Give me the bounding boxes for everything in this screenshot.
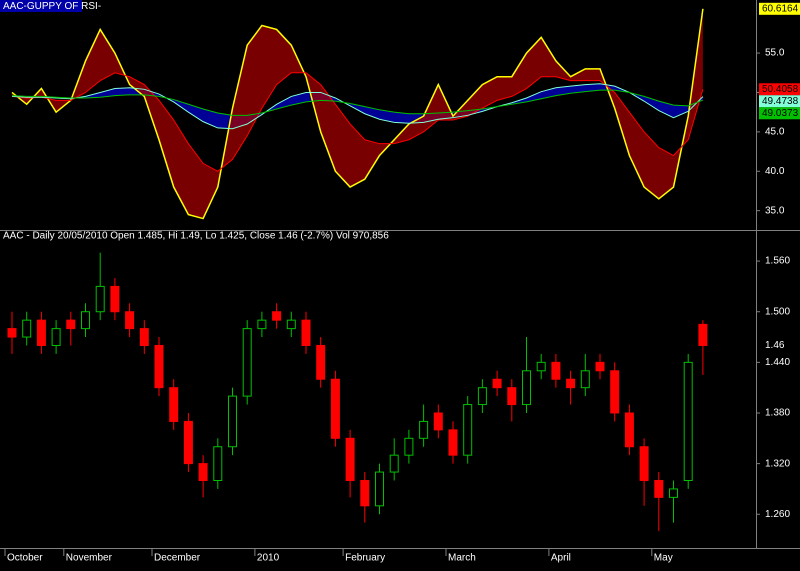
indicator-line <box>11 72 704 172</box>
indicator-title-box <box>0 0 82 12</box>
last-value-box <box>759 107 800 120</box>
y-tick-label: 55.0 <box>765 48 785 59</box>
candle-body <box>110 285 120 313</box>
candle-body <box>169 387 179 422</box>
candle-body <box>580 370 590 389</box>
candle-body <box>669 488 678 498</box>
candle-body <box>536 361 546 372</box>
y-tick-label: 1.320 <box>765 458 790 469</box>
x-tick-label: February <box>345 553 385 564</box>
x-tick-label: March <box>448 553 476 564</box>
last-value-box <box>759 95 800 108</box>
candle-body <box>389 454 399 473</box>
candle-body <box>228 395 237 448</box>
price-title: AAC - Daily 20/05/2010 Open 1.485, Hi 1.… <box>3 231 389 242</box>
candle-body <box>419 420 429 439</box>
band-fill <box>12 8 703 219</box>
candle-body <box>698 323 708 346</box>
x-tick-label: May <box>654 553 673 564</box>
candle-body <box>551 361 561 380</box>
indicator-line <box>11 8 704 220</box>
candle-body <box>95 285 105 313</box>
candle-body <box>375 471 384 507</box>
candle-body <box>492 378 502 389</box>
candle-body <box>286 319 296 330</box>
y-tick-label: 45.0 <box>765 127 785 138</box>
candle-body <box>81 311 90 330</box>
candle-body <box>301 319 311 346</box>
candle-body <box>154 344 164 389</box>
candle-body <box>595 361 605 372</box>
candle-body <box>272 311 282 321</box>
candle-body <box>683 361 693 481</box>
candle-body <box>345 437 355 481</box>
indicator-line <box>11 89 704 116</box>
x-tick-label: 2010 <box>257 553 280 564</box>
y-tick-label: 1.380 <box>765 408 790 419</box>
candle-body <box>51 328 61 346</box>
candle-body <box>360 479 370 507</box>
candle-body <box>477 387 487 406</box>
x-tick-label: November <box>66 553 113 564</box>
candle-body <box>242 328 252 397</box>
candle-body <box>183 420 193 465</box>
candle-body <box>66 319 76 330</box>
last-value-box <box>759 2 800 15</box>
band-fill <box>12 83 703 129</box>
candle-body <box>36 319 46 346</box>
candle-body <box>522 370 531 406</box>
candle-body <box>22 319 32 338</box>
y-tick-label: 1.260 <box>765 509 790 520</box>
last-value-label: 60.6164 <box>762 3 799 14</box>
last-price-label: 1.46 <box>765 340 785 351</box>
candle-body <box>213 446 223 481</box>
x-tick-label: December <box>154 553 201 564</box>
candle-body <box>330 378 340 439</box>
candle-body <box>507 387 517 406</box>
y-tick-label: 1.560 <box>765 256 790 267</box>
x-tick-label: April <box>551 553 571 564</box>
candle-body <box>463 404 473 456</box>
candle-body <box>654 479 664 498</box>
candle-body <box>316 344 326 380</box>
last-value-label: 49.0373 <box>762 108 799 119</box>
last-value-box <box>759 83 800 96</box>
y-tick-label: 40.0 <box>765 166 785 177</box>
candle-body <box>433 412 443 431</box>
candle-body <box>198 463 208 481</box>
indicator-title: AAC-GUPPY OF RSI- <box>3 1 101 12</box>
candle-body <box>125 311 135 330</box>
y-tick-label: 1.500 <box>765 306 790 317</box>
y-tick-label: 35.0 <box>765 205 785 216</box>
candle-body <box>639 446 649 481</box>
last-value-label: 50.4058 <box>762 84 799 95</box>
candle-body <box>448 429 458 456</box>
last-value-label: 49.4738 <box>762 96 799 107</box>
candle-body <box>139 328 149 346</box>
candle-body <box>404 437 414 456</box>
y-tick-label: 1.440 <box>765 357 790 368</box>
indicator-line <box>11 83 704 130</box>
x-tick-label: October <box>7 553 43 564</box>
candle-body <box>7 328 17 338</box>
candle-body <box>624 412 634 448</box>
candle-body <box>610 370 620 414</box>
candle-body <box>257 319 267 330</box>
candle-body <box>566 378 576 389</box>
